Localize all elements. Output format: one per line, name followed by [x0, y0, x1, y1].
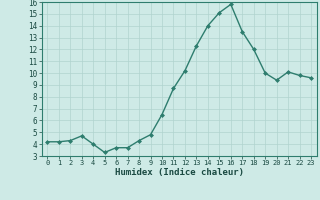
X-axis label: Humidex (Indice chaleur): Humidex (Indice chaleur) — [115, 168, 244, 177]
